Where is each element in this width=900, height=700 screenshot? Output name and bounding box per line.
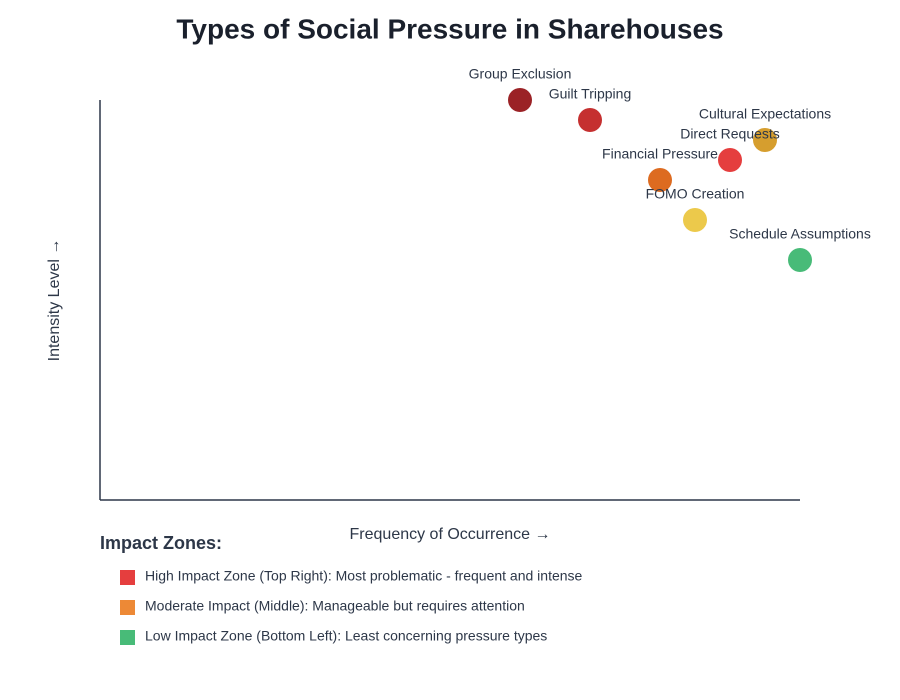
point-label: Direct Requests (680, 126, 780, 142)
point (648, 168, 672, 192)
point-label: Group Exclusion (469, 66, 572, 82)
legend-label: Moderate Impact (Middle): Manageable but… (145, 598, 525, 614)
point-label: Guilt Tripping (549, 86, 631, 102)
point (578, 108, 602, 132)
x-axis-label: Frequency of Occurrence → (350, 526, 551, 543)
chart-title: Types of Social Pressure in Sharehouses (176, 13, 723, 44)
legend-title: Impact Zones: (100, 533, 222, 553)
point (753, 128, 777, 152)
legend-swatch (120, 630, 135, 645)
point (508, 88, 532, 112)
y-axis-label: Intensity Level → (46, 239, 63, 362)
legend-swatch (120, 570, 135, 585)
point (683, 208, 707, 232)
legend-label: High Impact Zone (Top Right): Most probl… (145, 568, 583, 584)
point-label: FOMO Creation (646, 186, 745, 202)
legend-label: Low Impact Zone (Bottom Left): Least con… (145, 628, 547, 644)
point-label: Schedule Assumptions (729, 226, 871, 242)
point (718, 148, 742, 172)
legend-swatch (120, 600, 135, 615)
point-label: Financial Pressure (602, 146, 718, 162)
point-label: Cultural Expectations (699, 106, 831, 122)
point (788, 248, 812, 272)
